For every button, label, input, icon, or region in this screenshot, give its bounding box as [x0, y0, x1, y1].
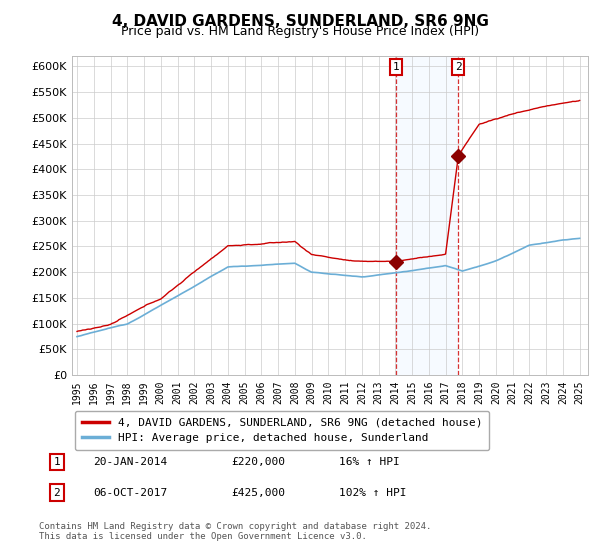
Text: 1: 1: [393, 62, 400, 72]
Text: £425,000: £425,000: [231, 488, 285, 498]
Text: 16% ↑ HPI: 16% ↑ HPI: [339, 457, 400, 467]
Text: 4, DAVID GARDENS, SUNDERLAND, SR6 9NG: 4, DAVID GARDENS, SUNDERLAND, SR6 9NG: [112, 14, 488, 29]
Text: 2: 2: [455, 62, 462, 72]
Text: Contains HM Land Registry data © Crown copyright and database right 2024.
This d: Contains HM Land Registry data © Crown c…: [39, 522, 431, 542]
Text: 102% ↑ HPI: 102% ↑ HPI: [339, 488, 407, 498]
Bar: [396, 56, 458, 375]
Legend: 4, DAVID GARDENS, SUNDERLAND, SR6 9NG (detached house), HPI: Average price, deta: 4, DAVID GARDENS, SUNDERLAND, SR6 9NG (d…: [75, 411, 490, 450]
Text: 06-OCT-2017: 06-OCT-2017: [93, 488, 167, 498]
Text: £220,000: £220,000: [231, 457, 285, 467]
Text: 1: 1: [53, 457, 61, 467]
Text: Price paid vs. HM Land Registry's House Price Index (HPI): Price paid vs. HM Land Registry's House …: [121, 25, 479, 38]
Text: 2: 2: [53, 488, 61, 498]
Text: 20-JAN-2014: 20-JAN-2014: [93, 457, 167, 467]
